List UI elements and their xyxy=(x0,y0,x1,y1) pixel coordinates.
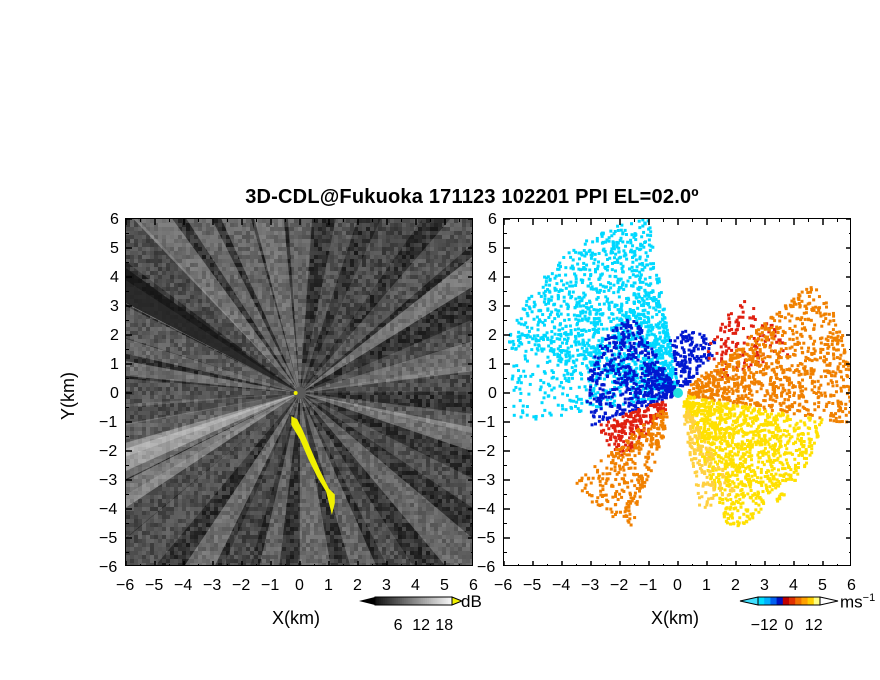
x-tick-label: 4 xyxy=(789,577,798,594)
y-tick-label: 2 xyxy=(110,327,119,344)
y-tick-label: 3 xyxy=(110,298,119,315)
x-tick-label: −3 xyxy=(581,577,600,594)
y-tick-label: 5 xyxy=(488,240,497,257)
intensity-colorbar-tick: 18 xyxy=(435,617,454,634)
x-tick-label: 3 xyxy=(760,577,769,594)
velocity-colorbar-tick: 0 xyxy=(784,617,794,634)
y-tick-label: 6 xyxy=(110,211,119,228)
x-tick-label: −2 xyxy=(610,577,629,594)
x-axis-label-left: X(km) xyxy=(272,608,320,628)
intensity-ppi-plot xyxy=(125,218,473,566)
intensity-colorbar-tick: 12 xyxy=(412,617,430,634)
x-tick-label: 5 xyxy=(440,577,449,594)
x-tick-label: 4 xyxy=(411,577,420,594)
y-tick-label: −5 xyxy=(477,530,496,547)
x-tick-label: 1 xyxy=(324,577,333,594)
y-tick-label: −4 xyxy=(477,501,496,518)
x-tick-label: 1 xyxy=(702,577,711,594)
y-tick-label: 2 xyxy=(488,327,497,344)
x-tick-label: 6 xyxy=(469,577,478,594)
x-tick-label: 5 xyxy=(818,577,827,594)
velocity-image xyxy=(504,219,850,565)
intensity-unit: dB xyxy=(461,592,482,611)
y-tick-label: 3 xyxy=(488,298,497,315)
velocity-ppi-plot xyxy=(503,218,851,566)
x-tick-label: −1 xyxy=(261,577,280,594)
y-tick-label: −4 xyxy=(99,501,118,518)
intensity-image xyxy=(126,219,472,565)
x-tick-label: 0 xyxy=(673,577,682,594)
x-tick-label: −4 xyxy=(552,577,571,594)
x-tick-label: 0 xyxy=(295,577,304,594)
y-tick-label: 4 xyxy=(110,269,119,286)
x-tick-label: 2 xyxy=(353,577,362,594)
y-tick-label: 0 xyxy=(110,385,119,402)
y-tick-label: 1 xyxy=(110,356,119,373)
y-tick-label: 0 xyxy=(488,385,497,402)
y-tick-label: −3 xyxy=(477,472,496,489)
y-tick-label: −6 xyxy=(477,559,496,576)
y-tick-label: −5 xyxy=(99,530,118,547)
x-tick-label: −6 xyxy=(116,577,135,594)
x-tick-label: −5 xyxy=(523,577,542,594)
velocity-colorbar-tick: 12 xyxy=(804,617,823,634)
x-tick-label: −5 xyxy=(145,577,164,594)
x-axis-label-right: X(km) xyxy=(651,608,699,628)
x-tick-label: 6 xyxy=(847,577,856,594)
y-tick-label: −1 xyxy=(477,414,496,431)
y-tick-label: 4 xyxy=(488,269,497,286)
y-tick-label: −2 xyxy=(477,443,496,460)
intensity-colorbar-tick: 6 xyxy=(393,617,403,634)
y-tick-label: 1 xyxy=(488,356,497,373)
y-tick-label: 5 xyxy=(110,240,119,257)
y-tick-label: −1 xyxy=(99,414,118,431)
x-tick-label: −6 xyxy=(494,577,513,594)
x-tick-label: −1 xyxy=(639,577,658,594)
y-tick-label: −6 xyxy=(99,559,118,576)
y-tick-label: −2 xyxy=(99,443,118,460)
x-tick-label: −4 xyxy=(174,577,193,594)
x-tick-label: 2 xyxy=(731,577,740,594)
x-tick-label: −3 xyxy=(203,577,222,594)
y-tick-label: −3 xyxy=(99,472,118,489)
x-tick-label: 3 xyxy=(382,577,391,594)
velocity-unit: ms−1 xyxy=(840,592,876,612)
x-tick-label: −2 xyxy=(232,577,251,594)
velocity-colorbar-tick: −12 xyxy=(750,617,778,634)
y-tick-label: 6 xyxy=(488,211,497,228)
figure-title: 3D-CDL@Fukuoka 171123 102201 PPI EL=02.0… xyxy=(245,186,699,208)
